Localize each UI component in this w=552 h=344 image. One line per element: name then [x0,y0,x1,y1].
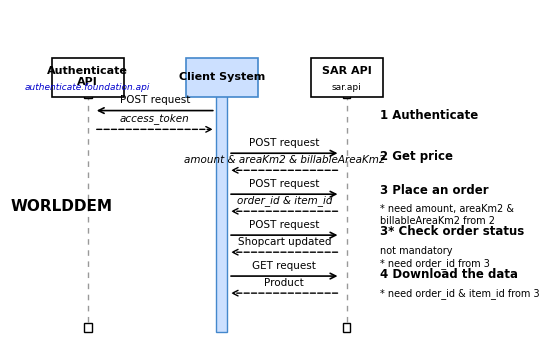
Text: POST request: POST request [249,138,320,148]
Text: POST request: POST request [120,96,190,106]
Text: POST request: POST request [249,220,320,230]
Text: Product: Product [264,278,304,288]
Text: Client System: Client System [179,72,265,82]
Text: GET request: GET request [252,261,316,271]
Bar [84,323,92,332]
Bar [84,88,92,98]
Text: authenticate.foundation.api: authenticate.foundation.api [25,83,150,92]
Text: amount & areaKm2 & billableAreaKm2: amount & areaKm2 & billableAreaKm2 [183,155,385,165]
Text: POST request: POST request [249,179,320,189]
Text: 3 Place an order: 3 Place an order [380,184,489,197]
Text: * need amount, areaKm2 &
billableAreaKm2 from 2: * need amount, areaKm2 & billableAreaKm2… [380,204,514,226]
Text: 1 Authenticate: 1 Authenticate [380,109,479,122]
Text: order_id & item_id: order_id & item_id [236,195,332,206]
Bar [216,90,227,332]
Bar [343,323,351,332]
Text: WORLDDEM: WORLDDEM [11,198,113,214]
Text: 4 Download the data: 4 Download the data [380,268,518,281]
Text: * need order_id & item_id from 3: * need order_id & item_id from 3 [380,288,540,299]
Bar [343,88,351,98]
Text: Shopcart updated: Shopcart updated [237,237,331,247]
Text: 2 Get price: 2 Get price [380,150,453,163]
Text: 3* Check order status: 3* Check order status [380,225,524,238]
FancyBboxPatch shape [311,58,383,97]
Text: SAR API: SAR API [322,66,371,76]
FancyBboxPatch shape [52,58,124,97]
Text: sar.api: sar.api [332,83,362,92]
FancyBboxPatch shape [186,58,258,97]
Text: Authenticate
API: Authenticate API [47,66,128,87]
Text: not mandatory
* need order_id from 3: not mandatory * need order_id from 3 [380,246,490,269]
Text: access_token: access_token [120,113,190,124]
